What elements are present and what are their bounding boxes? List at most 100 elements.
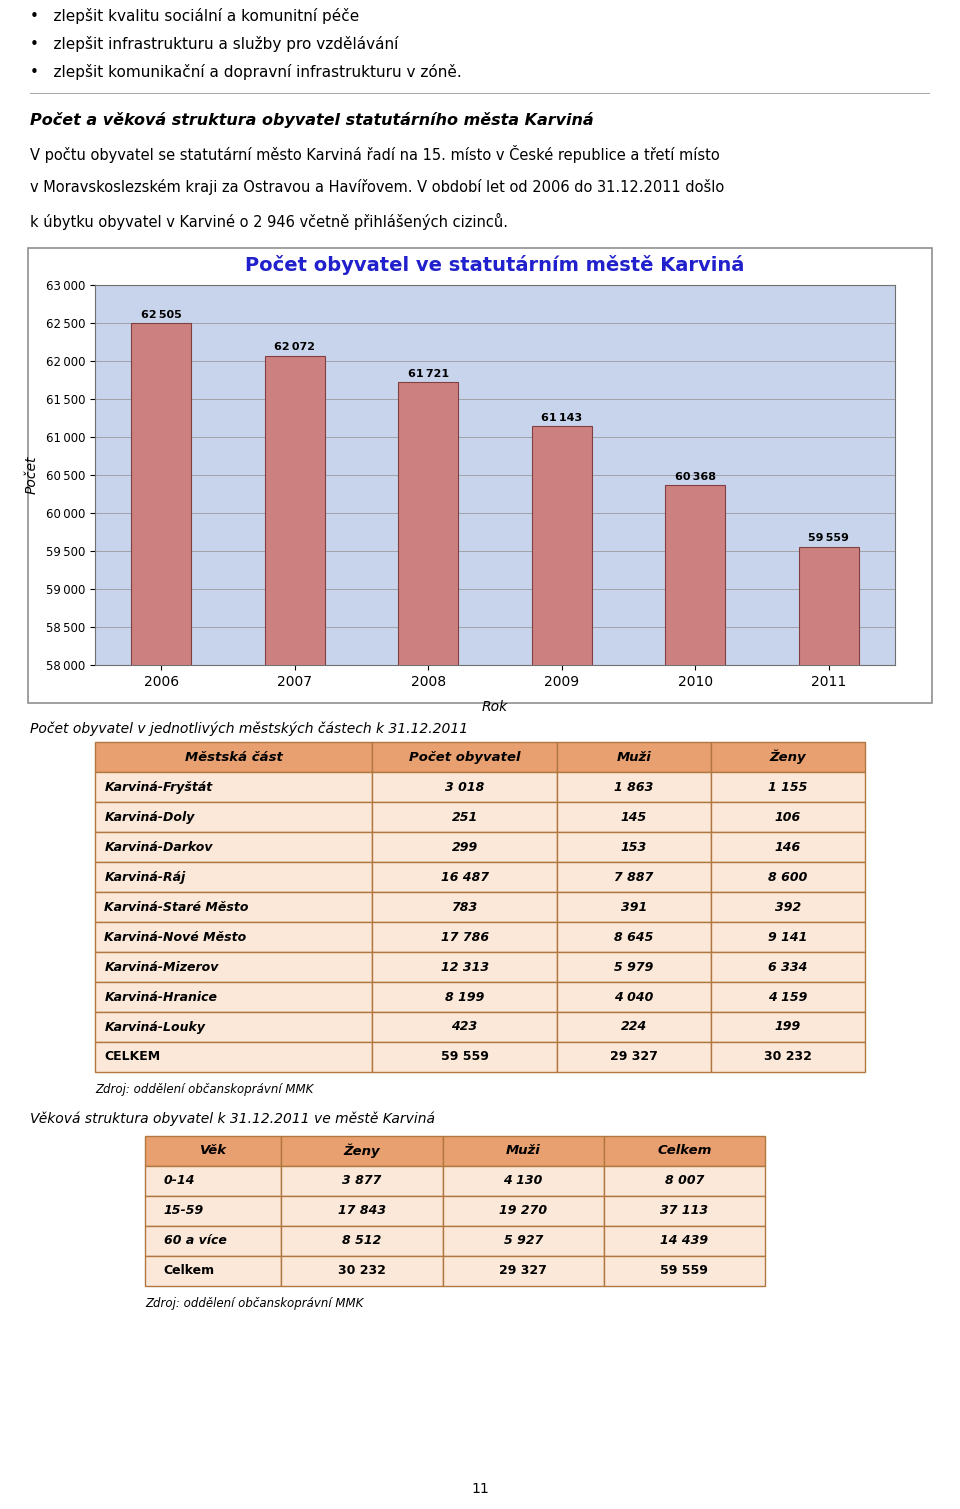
- FancyBboxPatch shape: [372, 773, 557, 801]
- FancyBboxPatch shape: [145, 1255, 281, 1286]
- FancyBboxPatch shape: [95, 773, 372, 801]
- Text: 199: 199: [775, 1020, 802, 1034]
- Text: 5 979: 5 979: [614, 961, 654, 973]
- Text: 8 512: 8 512: [343, 1234, 382, 1248]
- Text: Karviná-Doly: Karviná-Doly: [105, 810, 195, 824]
- Text: 8 600: 8 600: [768, 871, 807, 883]
- Text: •   zlepšit kvalitu sociální a komunitní péče: • zlepšit kvalitu sociální a komunitní p…: [30, 8, 359, 24]
- Text: 29 327: 29 327: [499, 1265, 547, 1278]
- FancyBboxPatch shape: [281, 1197, 443, 1225]
- Text: Karviná-Mizerov: Karviná-Mizerov: [105, 961, 219, 973]
- FancyBboxPatch shape: [557, 1013, 711, 1043]
- Text: Karviná-Staré Město: Karviná-Staré Město: [105, 901, 249, 913]
- Text: 16 487: 16 487: [441, 871, 489, 883]
- FancyBboxPatch shape: [372, 892, 557, 922]
- FancyBboxPatch shape: [711, 892, 865, 922]
- FancyBboxPatch shape: [281, 1136, 443, 1166]
- FancyBboxPatch shape: [372, 862, 557, 892]
- FancyBboxPatch shape: [557, 982, 711, 1013]
- Text: 145: 145: [621, 810, 647, 824]
- Text: Muži: Muži: [616, 750, 652, 764]
- FancyBboxPatch shape: [372, 801, 557, 831]
- Bar: [398, 382, 458, 1509]
- FancyBboxPatch shape: [443, 1166, 604, 1197]
- FancyBboxPatch shape: [711, 831, 865, 862]
- Text: 4 040: 4 040: [614, 990, 654, 1003]
- FancyBboxPatch shape: [95, 982, 372, 1013]
- Bar: [265, 356, 324, 1509]
- FancyBboxPatch shape: [557, 862, 711, 892]
- FancyBboxPatch shape: [711, 952, 865, 982]
- Text: Věk: Věk: [200, 1144, 227, 1157]
- FancyBboxPatch shape: [443, 1136, 604, 1166]
- Text: Karviná-Ráj: Karviná-Ráj: [105, 871, 185, 883]
- Text: Muži: Muži: [506, 1144, 540, 1157]
- Text: 224: 224: [621, 1020, 647, 1034]
- FancyBboxPatch shape: [372, 922, 557, 952]
- FancyBboxPatch shape: [95, 952, 372, 982]
- FancyBboxPatch shape: [711, 801, 865, 831]
- FancyBboxPatch shape: [95, 801, 372, 831]
- FancyBboxPatch shape: [95, 922, 372, 952]
- FancyBboxPatch shape: [604, 1255, 765, 1286]
- Text: 15-59: 15-59: [163, 1204, 204, 1218]
- Text: Ženy: Ženy: [344, 1144, 380, 1159]
- FancyBboxPatch shape: [557, 922, 711, 952]
- Text: 392: 392: [775, 901, 802, 913]
- FancyBboxPatch shape: [557, 742, 711, 773]
- FancyBboxPatch shape: [443, 1225, 604, 1255]
- Text: 17 786: 17 786: [441, 931, 489, 943]
- Text: 153: 153: [621, 841, 647, 854]
- FancyBboxPatch shape: [557, 801, 711, 831]
- Text: 59 559: 59 559: [441, 1050, 489, 1064]
- Text: 4 130: 4 130: [503, 1174, 543, 1188]
- FancyBboxPatch shape: [281, 1255, 443, 1286]
- FancyBboxPatch shape: [557, 892, 711, 922]
- FancyBboxPatch shape: [604, 1166, 765, 1197]
- Text: •   zlepšit infrastrukturu a služby pro vzdělávání: • zlepšit infrastrukturu a služby pro vz…: [30, 36, 398, 51]
- Text: 14 439: 14 439: [660, 1234, 708, 1248]
- Text: k úbytku obyvatel v Karviné o 2 946 včetně přihlášených cizinců.: k úbytku obyvatel v Karviné o 2 946 včet…: [30, 213, 508, 231]
- Text: Karviná-Nové Město: Karviná-Nové Město: [105, 931, 247, 943]
- Text: 0-14: 0-14: [163, 1174, 195, 1188]
- Text: Karviná-Fryštát: Karviná-Fryštát: [105, 780, 212, 794]
- FancyBboxPatch shape: [711, 1013, 865, 1043]
- FancyBboxPatch shape: [145, 1225, 281, 1255]
- FancyBboxPatch shape: [557, 773, 711, 801]
- FancyBboxPatch shape: [443, 1197, 604, 1225]
- Text: 62 072: 62 072: [275, 343, 315, 353]
- Text: 783: 783: [451, 901, 478, 913]
- FancyBboxPatch shape: [557, 952, 711, 982]
- FancyBboxPatch shape: [95, 831, 372, 862]
- Text: 11: 11: [471, 1482, 489, 1495]
- Text: 9 141: 9 141: [768, 931, 807, 943]
- FancyBboxPatch shape: [145, 1136, 281, 1166]
- Text: Ženy: Ženy: [770, 750, 806, 764]
- Text: 60 a více: 60 a více: [163, 1234, 227, 1248]
- Text: CELKEM: CELKEM: [105, 1050, 160, 1064]
- FancyBboxPatch shape: [711, 1043, 865, 1071]
- Bar: [799, 546, 858, 1509]
- FancyBboxPatch shape: [28, 247, 932, 703]
- Text: 299: 299: [451, 841, 478, 854]
- Text: 1 863: 1 863: [614, 780, 654, 794]
- FancyBboxPatch shape: [95, 862, 372, 892]
- Text: 3 018: 3 018: [444, 780, 484, 794]
- Text: 106: 106: [775, 810, 802, 824]
- Text: Karviná-Louky: Karviná-Louky: [105, 1020, 205, 1034]
- Text: Karviná-Darkov: Karviná-Darkov: [105, 841, 213, 854]
- Text: V počtu obyvatel se statutární město Karviná řadí na 15. místo v České republice: V počtu obyvatel se statutární město Kar…: [30, 145, 720, 163]
- FancyBboxPatch shape: [95, 1013, 372, 1043]
- Text: Celkem: Celkem: [163, 1265, 215, 1278]
- Text: Celkem: Celkem: [658, 1144, 711, 1157]
- Text: 61 143: 61 143: [541, 413, 583, 423]
- FancyBboxPatch shape: [557, 1043, 711, 1071]
- Bar: [532, 426, 591, 1509]
- Text: Zdroj: oddělení občanskoprávní MMK: Zdroj: oddělení občanskoprávní MMK: [95, 1083, 313, 1097]
- Text: 61 721: 61 721: [408, 370, 449, 379]
- FancyBboxPatch shape: [604, 1136, 765, 1166]
- FancyBboxPatch shape: [372, 982, 557, 1013]
- FancyBboxPatch shape: [711, 773, 865, 801]
- FancyBboxPatch shape: [604, 1197, 765, 1225]
- FancyBboxPatch shape: [145, 1197, 281, 1225]
